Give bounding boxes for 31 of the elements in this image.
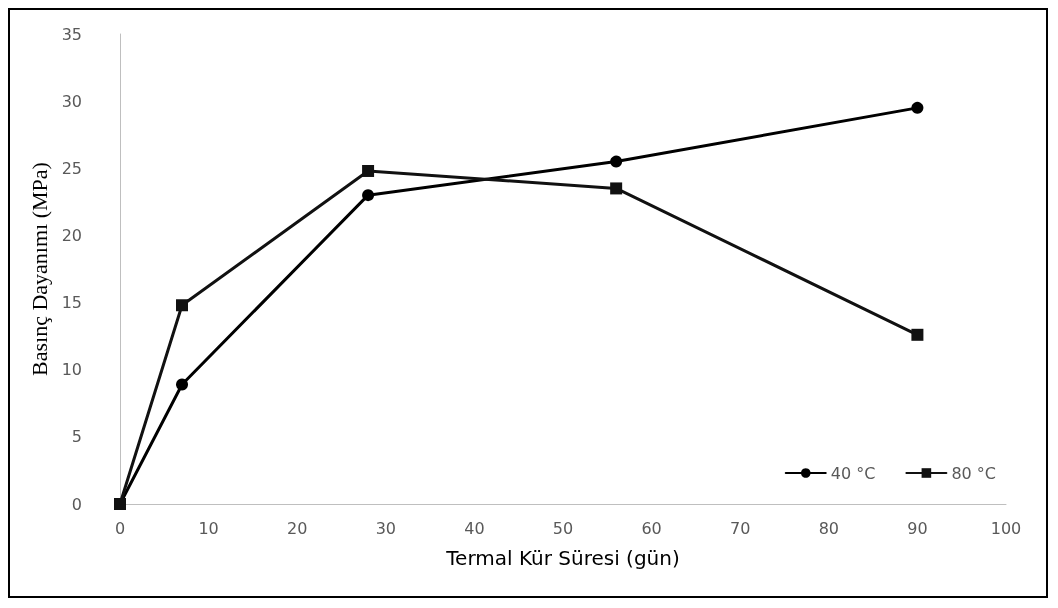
y-axis-title: Basınç Dayanımı (MPa) [27, 162, 53, 376]
y-tick-label: 25 [61, 158, 82, 178]
x-tick-label: 0 [114, 518, 126, 538]
point [610, 155, 623, 168]
x-tick-label: 20 [287, 518, 308, 538]
y-tick-label: 15 [61, 293, 82, 313]
x-tick-label: 30 [375, 518, 396, 538]
y-tick-label: 0 [71, 494, 82, 514]
y-tick-label: 30 [61, 91, 82, 111]
point [362, 164, 375, 177]
x-tick-label: 80 [818, 518, 839, 538]
y-tick-label: 5 [71, 427, 82, 447]
legend-label: 80 °C [951, 463, 997, 483]
point [176, 378, 189, 391]
x-axis-title: Termal Kür Süresi (gün) [445, 546, 680, 570]
y-tick-label: 35 [61, 24, 82, 44]
x-tick-label: 10 [198, 518, 219, 538]
x-tick-label: 100 [990, 518, 1022, 538]
x-tick-label: 90 [907, 518, 928, 538]
y-tick-label: 20 [61, 225, 82, 245]
x-tick-label: 70 [730, 518, 751, 538]
x-tick-label: 40 [464, 518, 485, 538]
x-tick-label: 60 [641, 518, 662, 538]
x-tick-label: 50 [552, 518, 574, 538]
point [911, 328, 924, 341]
y-tick-label: 10 [61, 360, 82, 380]
point [911, 101, 924, 114]
point [176, 299, 189, 312]
point [610, 182, 623, 195]
point [362, 189, 375, 202]
legend-label: 40 °C [830, 463, 876, 483]
